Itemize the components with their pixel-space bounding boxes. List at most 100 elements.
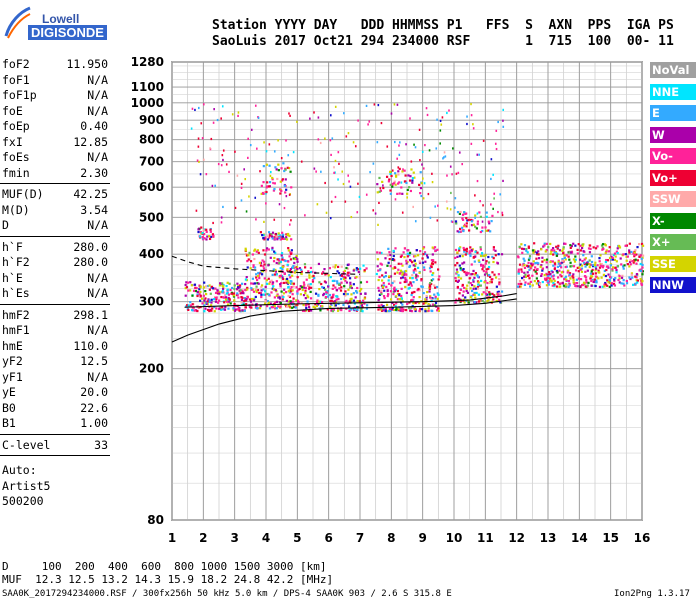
echo-point (478, 153, 480, 156)
echo-point (559, 273, 562, 277)
echo-point (391, 308, 394, 311)
echo-point (333, 266, 337, 269)
echo-point (253, 282, 257, 285)
echo-point (300, 286, 304, 289)
echo-point (540, 264, 543, 267)
echo-point (584, 276, 588, 279)
echo-point (273, 301, 277, 304)
echo-point (543, 242, 546, 245)
echo-point (465, 289, 468, 293)
echo-point (380, 251, 383, 255)
echo-point (273, 150, 276, 153)
x-tick-label: 8 (387, 531, 395, 545)
echo-point (222, 158, 224, 162)
echo-point (265, 150, 268, 153)
echo-point (402, 308, 405, 311)
echo-point (285, 188, 288, 191)
echo-point (401, 303, 404, 306)
echo-point (217, 290, 220, 293)
echo-point (428, 283, 431, 286)
echo-point (563, 256, 566, 259)
legend-w: W (650, 126, 696, 143)
echo-point (629, 277, 632, 281)
echo-point (289, 114, 291, 117)
echo-point (254, 196, 257, 199)
echo-point (520, 276, 524, 280)
echo-point (406, 252, 409, 255)
echo-point (335, 298, 338, 301)
echo-point (462, 246, 465, 250)
echo-point (319, 309, 322, 312)
echo-point (424, 308, 427, 311)
echo-point (482, 254, 485, 258)
echo-point (420, 182, 423, 185)
echo-point (457, 274, 460, 277)
echo-point (212, 234, 215, 238)
echo-point (382, 295, 386, 298)
echo-point (537, 250, 540, 253)
echo-point (236, 174, 239, 177)
echo-point (412, 281, 415, 284)
echo-point (255, 278, 259, 282)
echo-point (226, 300, 229, 303)
echo-point (286, 263, 289, 266)
echo-point (433, 246, 437, 249)
echo-point (311, 270, 314, 274)
echo-point (320, 282, 323, 286)
echo-point (250, 288, 253, 291)
param-row-hmf2: hmF2 298.1 (2, 308, 108, 323)
echo-point (208, 309, 211, 313)
echo-point (593, 264, 597, 267)
echo-point (203, 299, 206, 302)
echo-point (267, 185, 271, 188)
echo-point (496, 262, 500, 265)
echo-point (494, 249, 497, 252)
echo-point (348, 180, 350, 183)
echo-point (612, 282, 616, 286)
echo-point (286, 277, 289, 281)
echo-point (257, 271, 260, 275)
echo-point (207, 298, 210, 301)
echo-point (542, 245, 545, 248)
echo-point (609, 264, 612, 267)
echo-point (284, 291, 288, 294)
echo-point (430, 265, 433, 269)
echo-point (246, 288, 249, 291)
echo-point (187, 308, 190, 311)
echo-point (360, 303, 364, 307)
echo-point (480, 252, 484, 255)
echo-point (641, 270, 645, 273)
echo-point (454, 276, 457, 280)
echo-point (360, 305, 363, 308)
echo-point (459, 277, 463, 280)
echo-point (484, 254, 487, 257)
echo-point (222, 149, 225, 152)
echo-point (410, 291, 414, 295)
echo-point (340, 308, 343, 312)
echo-point (233, 299, 236, 302)
echo-point (474, 194, 476, 197)
echo-point (529, 285, 532, 288)
echo-point (379, 262, 382, 265)
param-key: h`Es (2, 286, 30, 300)
echo-point (321, 285, 324, 289)
echo-point (553, 251, 556, 254)
echo-point (545, 248, 548, 252)
echo-point (427, 307, 430, 310)
echo-point (523, 259, 526, 262)
echo-point (464, 296, 467, 299)
echo-point (553, 279, 556, 282)
echo-point (482, 264, 485, 267)
echo-point (598, 257, 601, 260)
echo-point (561, 259, 564, 262)
echo-point (547, 276, 550, 280)
echo-point (364, 292, 367, 295)
echo-point (318, 287, 321, 291)
echo-point (465, 225, 468, 228)
echo-point (338, 287, 341, 290)
echo-point (197, 106, 200, 110)
echo-point (263, 263, 266, 266)
echo-point (491, 271, 494, 274)
echo-point (408, 254, 411, 257)
echo-point (199, 231, 203, 234)
